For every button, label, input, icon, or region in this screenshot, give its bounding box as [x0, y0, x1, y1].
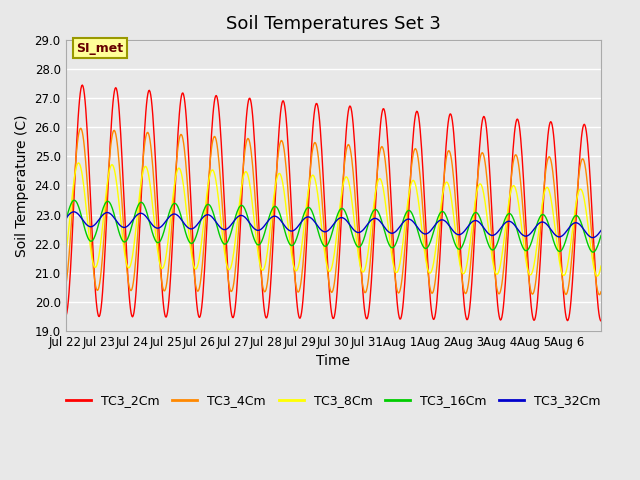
Text: SI_met: SI_met	[76, 42, 124, 55]
Title: Soil Temperatures Set 3: Soil Temperatures Set 3	[226, 15, 441, 33]
Y-axis label: Soil Temperature (C): Soil Temperature (C)	[15, 114, 29, 257]
X-axis label: Time: Time	[316, 354, 350, 368]
Legend: TC3_2Cm, TC3_4Cm, TC3_8Cm, TC3_16Cm, TC3_32Cm: TC3_2Cm, TC3_4Cm, TC3_8Cm, TC3_16Cm, TC3…	[61, 389, 605, 412]
